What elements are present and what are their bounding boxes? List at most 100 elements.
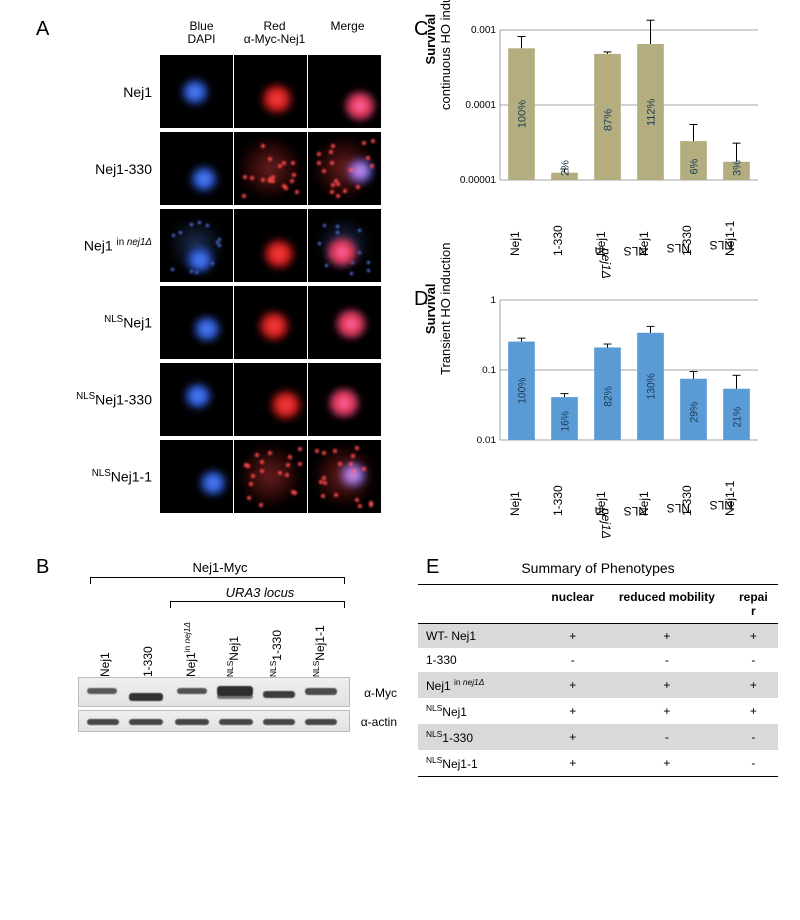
- table-cell: +: [540, 698, 605, 724]
- table-cell: -: [605, 724, 729, 750]
- svg-text:0.0001: 0.0001: [465, 100, 496, 111]
- svg-text:0.00001: 0.00001: [460, 175, 497, 186]
- svg-text:0.1: 0.1: [482, 365, 496, 376]
- x-tick-label: NLSNej1: [629, 182, 672, 260]
- x-axis-labels: Nej11-330Nej1in nej1ΔNLSNej1NLS1-330NLSN…: [500, 182, 758, 260]
- micrograph-cell: [308, 440, 381, 513]
- panel-a-col-headers: BlueDAPI Redα-Myc-Nej1 Merge: [165, 20, 385, 46]
- table-header: [418, 585, 540, 624]
- table-cell: +: [540, 624, 605, 649]
- y-axis-label: Survivalcontinuous HO induction: [424, 0, 454, 110]
- row-label: NLSNej1-1: [30, 468, 160, 485]
- table-cell: NLSNej1-1: [418, 750, 540, 777]
- lane-label: Nej1: [98, 634, 112, 677]
- micrograph-cell: [160, 209, 233, 282]
- micrograph-row: Nej1 in nej1Δ: [30, 208, 382, 283]
- blot-row-myc: α-Myc: [78, 677, 350, 707]
- table-title: Summary of Phenotypes: [418, 560, 778, 576]
- x-tick-label: NLSNej1: [629, 442, 672, 520]
- table-cell: +: [605, 672, 729, 698]
- micrograph-cell: [160, 440, 233, 513]
- col-header: Merge: [311, 20, 384, 46]
- col-header: Redα-Myc-Nej1: [238, 20, 311, 46]
- micrograph-cell: [308, 209, 381, 282]
- micrograph-cell: [234, 209, 307, 282]
- micrograph-cell: [308, 363, 381, 436]
- micrograph-cell: [160, 286, 233, 359]
- micrograph-row: NLSNej1-330: [30, 362, 382, 437]
- table-header: reduced mobility: [605, 585, 729, 624]
- blot-row-actin: α-actin: [78, 710, 350, 732]
- svg-text:3%: 3%: [732, 160, 744, 176]
- table-row: NLSNej1-1++-: [418, 750, 778, 777]
- table-cell: +: [729, 672, 778, 698]
- svg-text:21%: 21%: [731, 406, 743, 427]
- blot-title: Nej1-Myc: [70, 560, 370, 575]
- table-cell: +: [540, 750, 605, 777]
- lane-label: NLSNej1: [225, 634, 241, 677]
- x-tick-label: NLS1-330: [672, 182, 715, 260]
- lane-label: NLS1-330: [268, 634, 284, 677]
- phenotype-table: nuclearreduced mobilityrepair WT- Nej1++…: [418, 584, 778, 777]
- row-label: Nej1 in nej1Δ: [30, 237, 160, 254]
- svg-text:130%: 130%: [645, 373, 657, 400]
- svg-text:2%: 2%: [560, 160, 572, 176]
- table-cell: +: [605, 624, 729, 649]
- panel-a-label: A: [36, 18, 49, 41]
- micrograph-row: Nej1-330: [30, 131, 382, 206]
- micrograph-cell: [234, 132, 307, 205]
- row-label: Nej1: [30, 84, 160, 100]
- table-cell: +: [540, 672, 605, 698]
- table-cell: +: [540, 724, 605, 750]
- table-row: WT- Nej1+++: [418, 624, 778, 649]
- svg-text:16%: 16%: [559, 411, 571, 432]
- table-cell: 1-330: [418, 648, 540, 672]
- x-tick-label: 1-330: [543, 442, 586, 520]
- micrograph-row: Nej1: [30, 54, 382, 129]
- table-cell: -: [540, 648, 605, 672]
- svg-text:100%: 100%: [516, 377, 528, 404]
- table-cell: Nej1 in nej1Δ: [418, 672, 540, 698]
- table-header: nuclear: [540, 585, 605, 624]
- micrograph-cell: [234, 286, 307, 359]
- micrograph-row: NLSNej1: [30, 285, 382, 360]
- micrograph-cell: [308, 132, 381, 205]
- panel-b-western: Nej1-Myc URA3 locus Nej11-330Nej1in nej1…: [30, 560, 370, 735]
- y-axis-label: SurvivalTransient HO induction: [424, 243, 454, 375]
- table-cell: +: [729, 698, 778, 724]
- micrograph-cell: [160, 363, 233, 436]
- svg-text:0.001: 0.001: [471, 25, 496, 36]
- table-row: 1-330---: [418, 648, 778, 672]
- table-row: NLSNej1+++: [418, 698, 778, 724]
- table-cell: -: [729, 724, 778, 750]
- micrograph-cell: [160, 132, 233, 205]
- panel-c-chart: Survivalcontinuous HO induction 0.000010…: [438, 20, 768, 260]
- table-row: NLS1-330+--: [418, 724, 778, 750]
- lane-label: NLSNej1-1: [311, 634, 327, 677]
- micrograph-cell: [308, 55, 381, 128]
- table-cell: NLSNej1: [418, 698, 540, 724]
- table-header: repair: [729, 585, 778, 624]
- svg-text:112%: 112%: [646, 98, 658, 126]
- svg-text:0.01: 0.01: [477, 435, 496, 446]
- x-tick-label: Nej1in nej1Δ: [586, 442, 629, 520]
- blot-label: α-actin: [361, 715, 397, 729]
- table-cell: +: [605, 698, 729, 724]
- svg-text:87%: 87%: [603, 109, 615, 131]
- x-axis-labels: Nej11-330Nej1in nej1ΔNLSNej1NLS1-330NLSN…: [500, 442, 758, 520]
- lane-labels: Nej1 1-330 Nej1in nej1Δ NLSNej1 NLS1-330 NLSN…: [88, 609, 370, 677]
- table-cell: -: [729, 750, 778, 777]
- micrograph-cell: [308, 286, 381, 359]
- x-tick-label: NLSNej1-1: [715, 182, 758, 260]
- table-cell: +: [729, 624, 778, 649]
- panel-d-chart: SurvivalTransient HO induction 0.010.111…: [438, 290, 768, 520]
- table-cell: -: [605, 648, 729, 672]
- table-cell: -: [729, 648, 778, 672]
- micrograph-row: NLSNej1-1: [30, 439, 382, 514]
- svg-text:82%: 82%: [602, 386, 614, 407]
- lane-label: 1-330: [141, 634, 155, 677]
- row-label: Nej1-330: [30, 161, 160, 177]
- x-tick-label: Nej1: [500, 442, 543, 520]
- lane-label: Nej1in nej1Δ: [182, 634, 198, 677]
- col-header: BlueDAPI: [165, 20, 238, 46]
